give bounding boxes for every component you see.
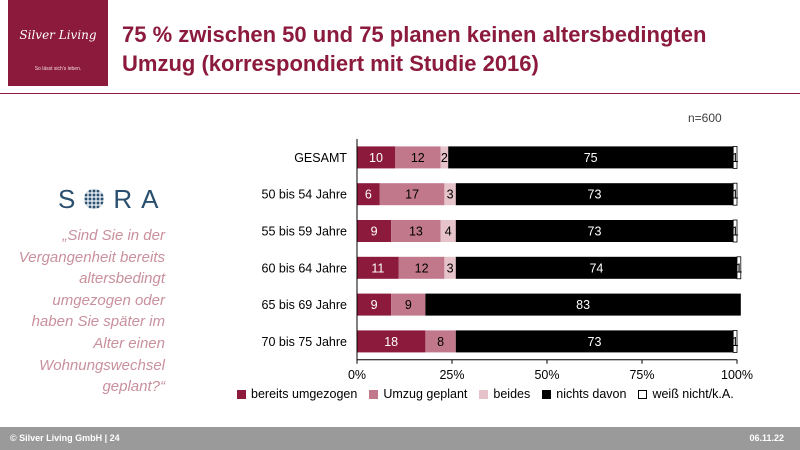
data-label: 3 — [447, 188, 454, 202]
legend-item: Umzug geplant — [369, 387, 467, 401]
bar-segment — [444, 183, 456, 206]
data-label: 1 — [732, 335, 739, 349]
data-label: 8 — [437, 335, 444, 349]
sora-dot-icon — [84, 189, 105, 209]
data-label: 10 — [369, 151, 383, 165]
data-label: 9 — [371, 298, 378, 312]
legend-label: bereits umgezogen — [251, 387, 358, 401]
legend-label: weiß nicht/k.A. — [652, 387, 734, 401]
data-label: 9 — [405, 298, 412, 312]
x-tick-label: 75% — [629, 368, 654, 382]
bar-segment — [736, 256, 742, 280]
data-label: 12 — [411, 151, 425, 165]
data-label: 13 — [409, 225, 423, 239]
bar-segment — [357, 330, 426, 353]
sora-letters-right: RA — [113, 184, 168, 214]
bar-segment — [455, 256, 737, 279]
footer-bar: © Silver Living GmbH | 24 06.11.22 — [0, 427, 800, 450]
footer-copyright: © Silver Living GmbH | 24 — [10, 433, 120, 443]
bar-segment — [732, 329, 738, 353]
category-label: 60 bis 64 Jahre — [262, 261, 348, 275]
bar-segment — [357, 256, 399, 279]
page-title: 75 % zwischen 50 und 75 planen keinen al… — [122, 22, 707, 76]
bar-segment — [440, 146, 449, 169]
category-label: 65 bis 69 Jahre — [262, 298, 348, 312]
bar-segment — [357, 293, 392, 316]
sora-letters-left: S — [58, 184, 85, 214]
bar-segment — [444, 256, 456, 279]
data-label: 9 — [371, 225, 378, 239]
data-label: 12 — [415, 261, 429, 275]
legend-label: Umzug geplant — [383, 387, 468, 401]
bar-segment — [455, 183, 734, 206]
bar-segment — [732, 145, 738, 169]
bar-segment — [732, 182, 738, 206]
bar-segment — [357, 183, 380, 206]
data-label: 2 — [441, 151, 448, 165]
bar-segment — [357, 146, 395, 169]
sora-logo: S RA — [58, 184, 178, 215]
data-label: 73 — [588, 188, 602, 202]
data-label: 6 — [365, 188, 372, 202]
bar-segment — [357, 220, 392, 242]
bar-segment — [425, 293, 741, 316]
category-label: 55 bis 59 Jahre — [262, 225, 348, 239]
bar-segment — [455, 220, 734, 242]
data-label: 1 — [732, 151, 739, 165]
survey-question: „Sind Sie in der Vergangenheit bereits a… — [18, 227, 165, 396]
title-divider — [0, 93, 800, 94]
data-label: 4 — [445, 225, 452, 239]
x-tick-label: 50% — [534, 368, 559, 382]
x-tick-label: 25% — [439, 368, 464, 382]
bar-segment — [395, 146, 441, 169]
legend-swatch — [479, 389, 489, 399]
legend-swatch — [369, 389, 379, 399]
legend-item: beides — [479, 387, 530, 401]
logo-name: Silver Living — [19, 28, 97, 42]
data-label: 73 — [588, 335, 602, 349]
data-label: 1 — [732, 188, 739, 202]
sample-size-label: n=600 — [688, 111, 722, 125]
bar-segment — [448, 146, 734, 169]
bar-segment — [425, 330, 456, 353]
data-label: 3 — [447, 261, 454, 275]
x-tick-label: 100% — [721, 368, 753, 382]
data-label: 75 — [584, 151, 598, 165]
data-label: 17 — [405, 188, 419, 202]
logo-tagline: So lässt sich's leben. — [34, 66, 82, 72]
data-label: 1 — [735, 261, 742, 275]
legend-item: bereits umgezogen — [237, 387, 357, 401]
bar-segment — [398, 256, 445, 279]
data-label: 73 — [588, 225, 602, 239]
legend-item: nichts davon — [542, 387, 626, 401]
bar-segment — [391, 293, 426, 316]
silver-living-logo: Silver Living So lässt sich's leben. — [8, 0, 108, 86]
legend-label: beides — [493, 387, 531, 401]
legend-swatch — [542, 389, 552, 399]
x-tick-label: 0% — [348, 368, 366, 382]
data-label: 18 — [384, 335, 398, 349]
data-label: 83 — [576, 298, 590, 312]
legend-swatch — [638, 389, 648, 399]
bar-segment — [440, 220, 456, 242]
category-label: GESAMT — [294, 151, 347, 165]
bar-segment — [379, 183, 445, 206]
bar-segment — [455, 330, 734, 353]
category-label: 70 bis 75 Jahre — [262, 335, 348, 349]
bar-segment — [391, 220, 441, 242]
legend-label: nichts davon — [556, 387, 627, 401]
data-label: 1 — [732, 225, 739, 239]
footer-date: 06.11.22 — [749, 433, 784, 443]
chart-legend: bereits umgezogen Umzug geplant beides nich… — [237, 387, 746, 401]
data-label: 74 — [589, 261, 603, 275]
legend-swatch — [237, 389, 246, 399]
category-label: 50 bis 54 Jahre — [262, 188, 348, 202]
data-label: 11 — [371, 261, 384, 275]
legend-item: weiß nicht/k.A. — [638, 387, 734, 401]
bar-segment — [732, 219, 738, 243]
